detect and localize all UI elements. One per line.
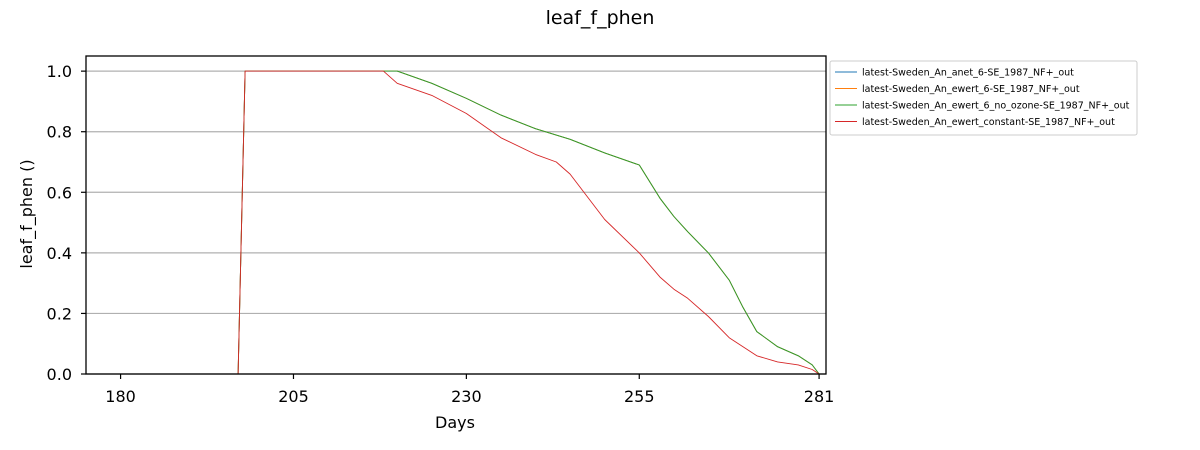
- legend-entry-label: latest-Sweden_An_ewert_6_no_ozone-SE_198…: [862, 101, 1130, 112]
- x-axis-ticks: 180 205 230 255 281: [105, 374, 834, 406]
- chart-title: leaf_f_phen: [546, 7, 655, 29]
- x-tick-label: 281: [804, 387, 835, 406]
- x-tick-label: 230: [451, 387, 482, 406]
- series-line-4: [99, 70, 820, 375]
- series-line-2: [99, 70, 820, 375]
- y-tick-label: 0.6: [47, 183, 72, 202]
- legend-box: [829, 60, 1138, 136]
- legend-entry-label: latest-Sweden_An_ewert_constant-SE_1987_…: [862, 117, 1115, 128]
- legend-entry-label: latest-Sweden_An_ewert_6-SE_1987_NF+_out: [862, 84, 1080, 95]
- y-tick-label: 0.0: [47, 365, 72, 384]
- legend: latest-Sweden_An_anet_6-SE_1987_NF+_outl…: [829, 60, 1138, 136]
- x-tick-label: 255: [624, 387, 655, 406]
- axes-frame: [85, 55, 827, 375]
- y-tick-label: 1.0: [47, 62, 72, 81]
- legend-entry-label: latest-Sweden_An_anet_6-SE_1987_NF+_out: [862, 68, 1074, 79]
- y-axis-ticks: 0.0 0.2 0.4 0.6 0.8 1.0: [47, 62, 86, 384]
- series-lines: [99, 70, 820, 375]
- y-tick-label: 0.8: [47, 123, 72, 142]
- x-axis-label: Days: [435, 413, 475, 432]
- y-tick-label: 0.2: [47, 304, 72, 323]
- y-axis-label: leaf_f_phen (): [17, 159, 37, 268]
- y-tick-label: 0.4: [47, 244, 72, 263]
- x-tick-label: 205: [278, 387, 309, 406]
- x-tick-label: 180: [105, 387, 136, 406]
- grid-lines: [86, 70, 826, 375]
- series-line-3: [99, 70, 820, 375]
- series-line-1: [99, 70, 820, 375]
